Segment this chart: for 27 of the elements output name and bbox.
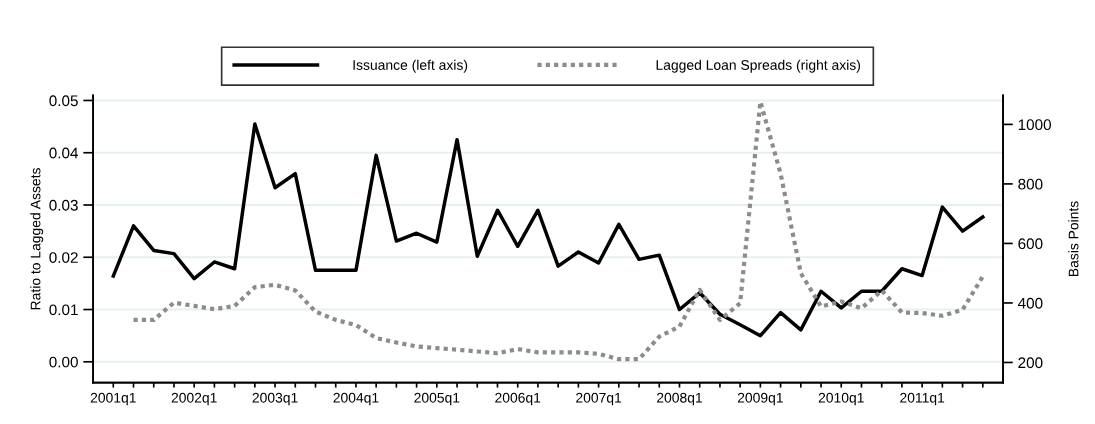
- x-tick-label: 2001q1: [90, 392, 136, 406]
- y2-tick-label: 200: [1018, 357, 1043, 369]
- y2-tick-label: 600: [1018, 238, 1043, 250]
- y-axis-title: Ratio to Lagged Assets: [30, 168, 44, 310]
- x-tick-label: 2008q1: [657, 392, 702, 406]
- y-tick-label: 0.03: [49, 199, 78, 211]
- y2-axis-title: Basis Points: [1068, 201, 1079, 277]
- y-tick-label: 0.00: [49, 356, 78, 368]
- x-tick-label: 2009q1: [737, 392, 783, 406]
- y-tick-label: 0.04: [49, 147, 79, 159]
- y-tick-label: 0.01: [49, 304, 78, 316]
- x-tick-label: 2010q1: [818, 392, 864, 406]
- y-tick-label: 0.05: [49, 95, 78, 107]
- text: Lagged Loan Spreads (right axis): [656, 59, 860, 73]
- x-tick-label: 2003q1: [252, 392, 298, 406]
- x-tick-label: 2007q1: [576, 392, 622, 406]
- x-tick-label: 2011q1: [900, 392, 945, 406]
- line-series: [111, 122, 985, 338]
- x-tick-label: 2002q1: [171, 392, 217, 406]
- y2-tick-label: 400: [1017, 297, 1043, 309]
- text: Issuance (left axis): [353, 59, 468, 73]
- x-tick-label: 2005q1: [414, 392, 460, 406]
- y-tick-label: 0.02: [49, 252, 78, 263]
- y2-tick-label: 1000: [1018, 119, 1051, 131]
- x-tick-label: 2004q1: [333, 392, 379, 406]
- y2-tick-label: 800: [1018, 178, 1043, 190]
- x-tick-label: 2006q1: [495, 392, 541, 406]
